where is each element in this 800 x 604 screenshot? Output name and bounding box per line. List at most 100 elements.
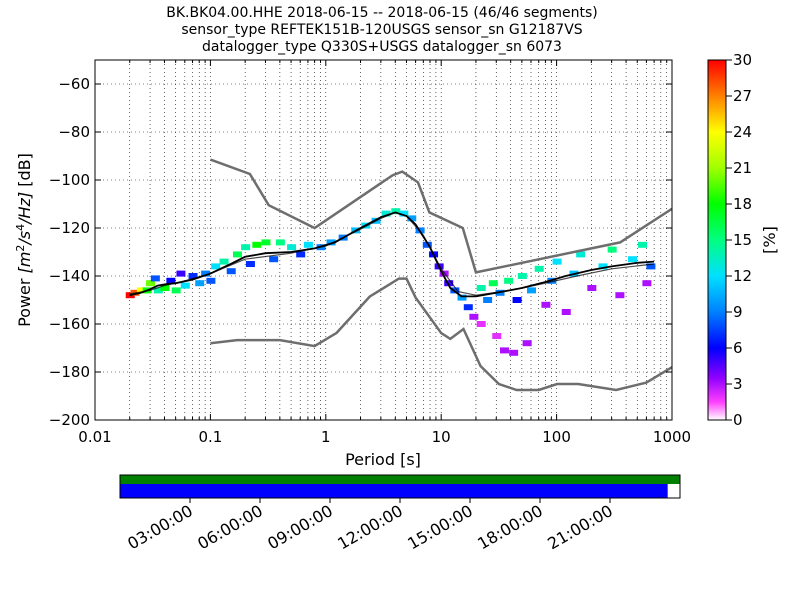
psd-cell (275, 239, 285, 246)
psd-cell (627, 256, 637, 263)
psd-cell (512, 297, 522, 303)
psd-cell (587, 285, 597, 291)
psd-cell (180, 282, 190, 289)
psd-cell (638, 241, 648, 248)
psd-cell (171, 287, 181, 294)
colorbar: 0 3 6 9 12 15 18 21 24 27 30 [%] (707, 51, 779, 429)
y-tick-label: −100 (49, 171, 90, 189)
psd-cell (607, 246, 617, 253)
figure-title: BK.BK04.00.HHE 2018-06-15 -- 2018-06-15 … (166, 5, 598, 55)
colorbar-tick-label: 30 (733, 51, 752, 69)
grid-lines (95, 60, 672, 420)
y-tick-label: −140 (49, 267, 90, 285)
colorbar-tick-label: 21 (733, 159, 752, 177)
psd-histogram (125, 208, 656, 356)
y-label-unit-s: /s (15, 231, 34, 247)
colorbar-tick-label: 6 (733, 339, 743, 357)
psd-cell (499, 347, 509, 354)
psd-cell (457, 294, 467, 301)
y-tick-label: −180 (49, 363, 90, 381)
psd-cell (463, 304, 473, 311)
psd-cell (201, 270, 211, 277)
title-line-1: BK.BK04.00.HHE 2018-06-15 -- 2018-06-15 … (166, 5, 598, 21)
psd-cell (598, 263, 608, 270)
x-tick-label: 1 (321, 428, 331, 446)
psd-cell (642, 280, 652, 287)
psd-cell (576, 251, 586, 258)
psd-cell (296, 251, 306, 258)
psd-cell (160, 285, 170, 291)
colorbar-label: [%] (760, 226, 779, 254)
psd-cell (287, 244, 297, 251)
psd-cell (153, 287, 163, 294)
timeline-ticks: 03:00:0006:00:0009:00:0012:00:0015:00:00… (124, 498, 616, 553)
timeline-tick-label: 06:00:00 (194, 501, 266, 553)
psd-cell (232, 251, 242, 258)
psd-cell (422, 241, 432, 248)
coverage-band-upper (120, 475, 680, 484)
psd-cell (136, 287, 146, 294)
psd-cell (534, 265, 544, 272)
psd-cell (245, 261, 255, 267)
timeline-tick-label: 21:00:00 (544, 501, 616, 553)
y-tick-label: −200 (49, 411, 90, 429)
colorbar-tick-label: 27 (733, 87, 752, 105)
timeline-tick-label: 12:00:00 (334, 501, 406, 553)
x-axis-label: Period [s] (345, 450, 421, 469)
y-label-power: Power (15, 273, 34, 326)
psd-cell (615, 292, 625, 299)
psd-cell (483, 297, 493, 303)
timeline-tick-label: 03:00:00 (124, 501, 196, 553)
colorbar-tick-label: 0 (733, 411, 743, 429)
psd-cell (226, 268, 236, 275)
plot-frame (94, 59, 673, 421)
coverage-band-lower (120, 484, 668, 498)
psd-cell (476, 321, 486, 327)
colorbar-tick-label: 24 (733, 123, 752, 141)
y-label-exp-2: 2 (14, 245, 27, 252)
y-tick-label: −160 (49, 315, 90, 333)
psd-cell (492, 333, 502, 339)
psd-cell (509, 349, 519, 356)
y-axis-ticks: −200 −180 −160 −140 −120 −100 −80 −60 (49, 75, 672, 429)
psd-cell (646, 263, 656, 270)
psd-cell (211, 263, 221, 270)
psd-cell (407, 215, 417, 222)
psd-cell (399, 210, 409, 217)
y-label-db: [dB] (15, 153, 34, 192)
title-line-2: sensor_type REFTEK151B-120USGS sensor_sn… (181, 22, 582, 38)
psd-cell (391, 208, 401, 215)
x-tick-label: 0.1 (198, 428, 222, 446)
y-tick-label: −60 (58, 75, 90, 93)
psd-cell (381, 210, 391, 217)
timeline-tick-label: 09:00:00 (264, 501, 336, 553)
psd-cell (269, 256, 279, 263)
psd-cell (488, 280, 498, 287)
timeline-tick-label: 18:00:00 (474, 501, 546, 553)
x-tick-label: 10 (432, 428, 451, 446)
y-label-unit-m: [m (15, 252, 34, 274)
x-axis-ticks: 0.01 0.1 1 10 100 1000 (78, 60, 691, 446)
psd-cell (522, 340, 532, 347)
psd-statistics (129, 211, 655, 298)
high-noise-model-line (209, 158, 672, 274)
psd-cell (326, 239, 336, 246)
psd-cell (261, 239, 271, 246)
psd-cell (517, 273, 527, 279)
psd-cell (188, 273, 198, 279)
psd-cell (219, 258, 229, 265)
psd-cell (303, 241, 313, 248)
colorbar-tick-label: 18 (733, 195, 752, 213)
x-tick-label: 0.01 (78, 428, 111, 446)
y-axis-label: Power [m2/s4/Hz] [dB] (14, 153, 34, 327)
colorbar-ticks: 0 3 6 9 12 15 18 21 24 27 30 (726, 51, 752, 429)
psd-cell (150, 275, 160, 282)
psd-cell (552, 258, 562, 265)
psd-cell (469, 313, 479, 320)
psd-cell (252, 241, 262, 248)
colorbar-gradient (707, 59, 727, 421)
mode-psd-line (129, 211, 655, 296)
psd-cell (476, 285, 486, 291)
